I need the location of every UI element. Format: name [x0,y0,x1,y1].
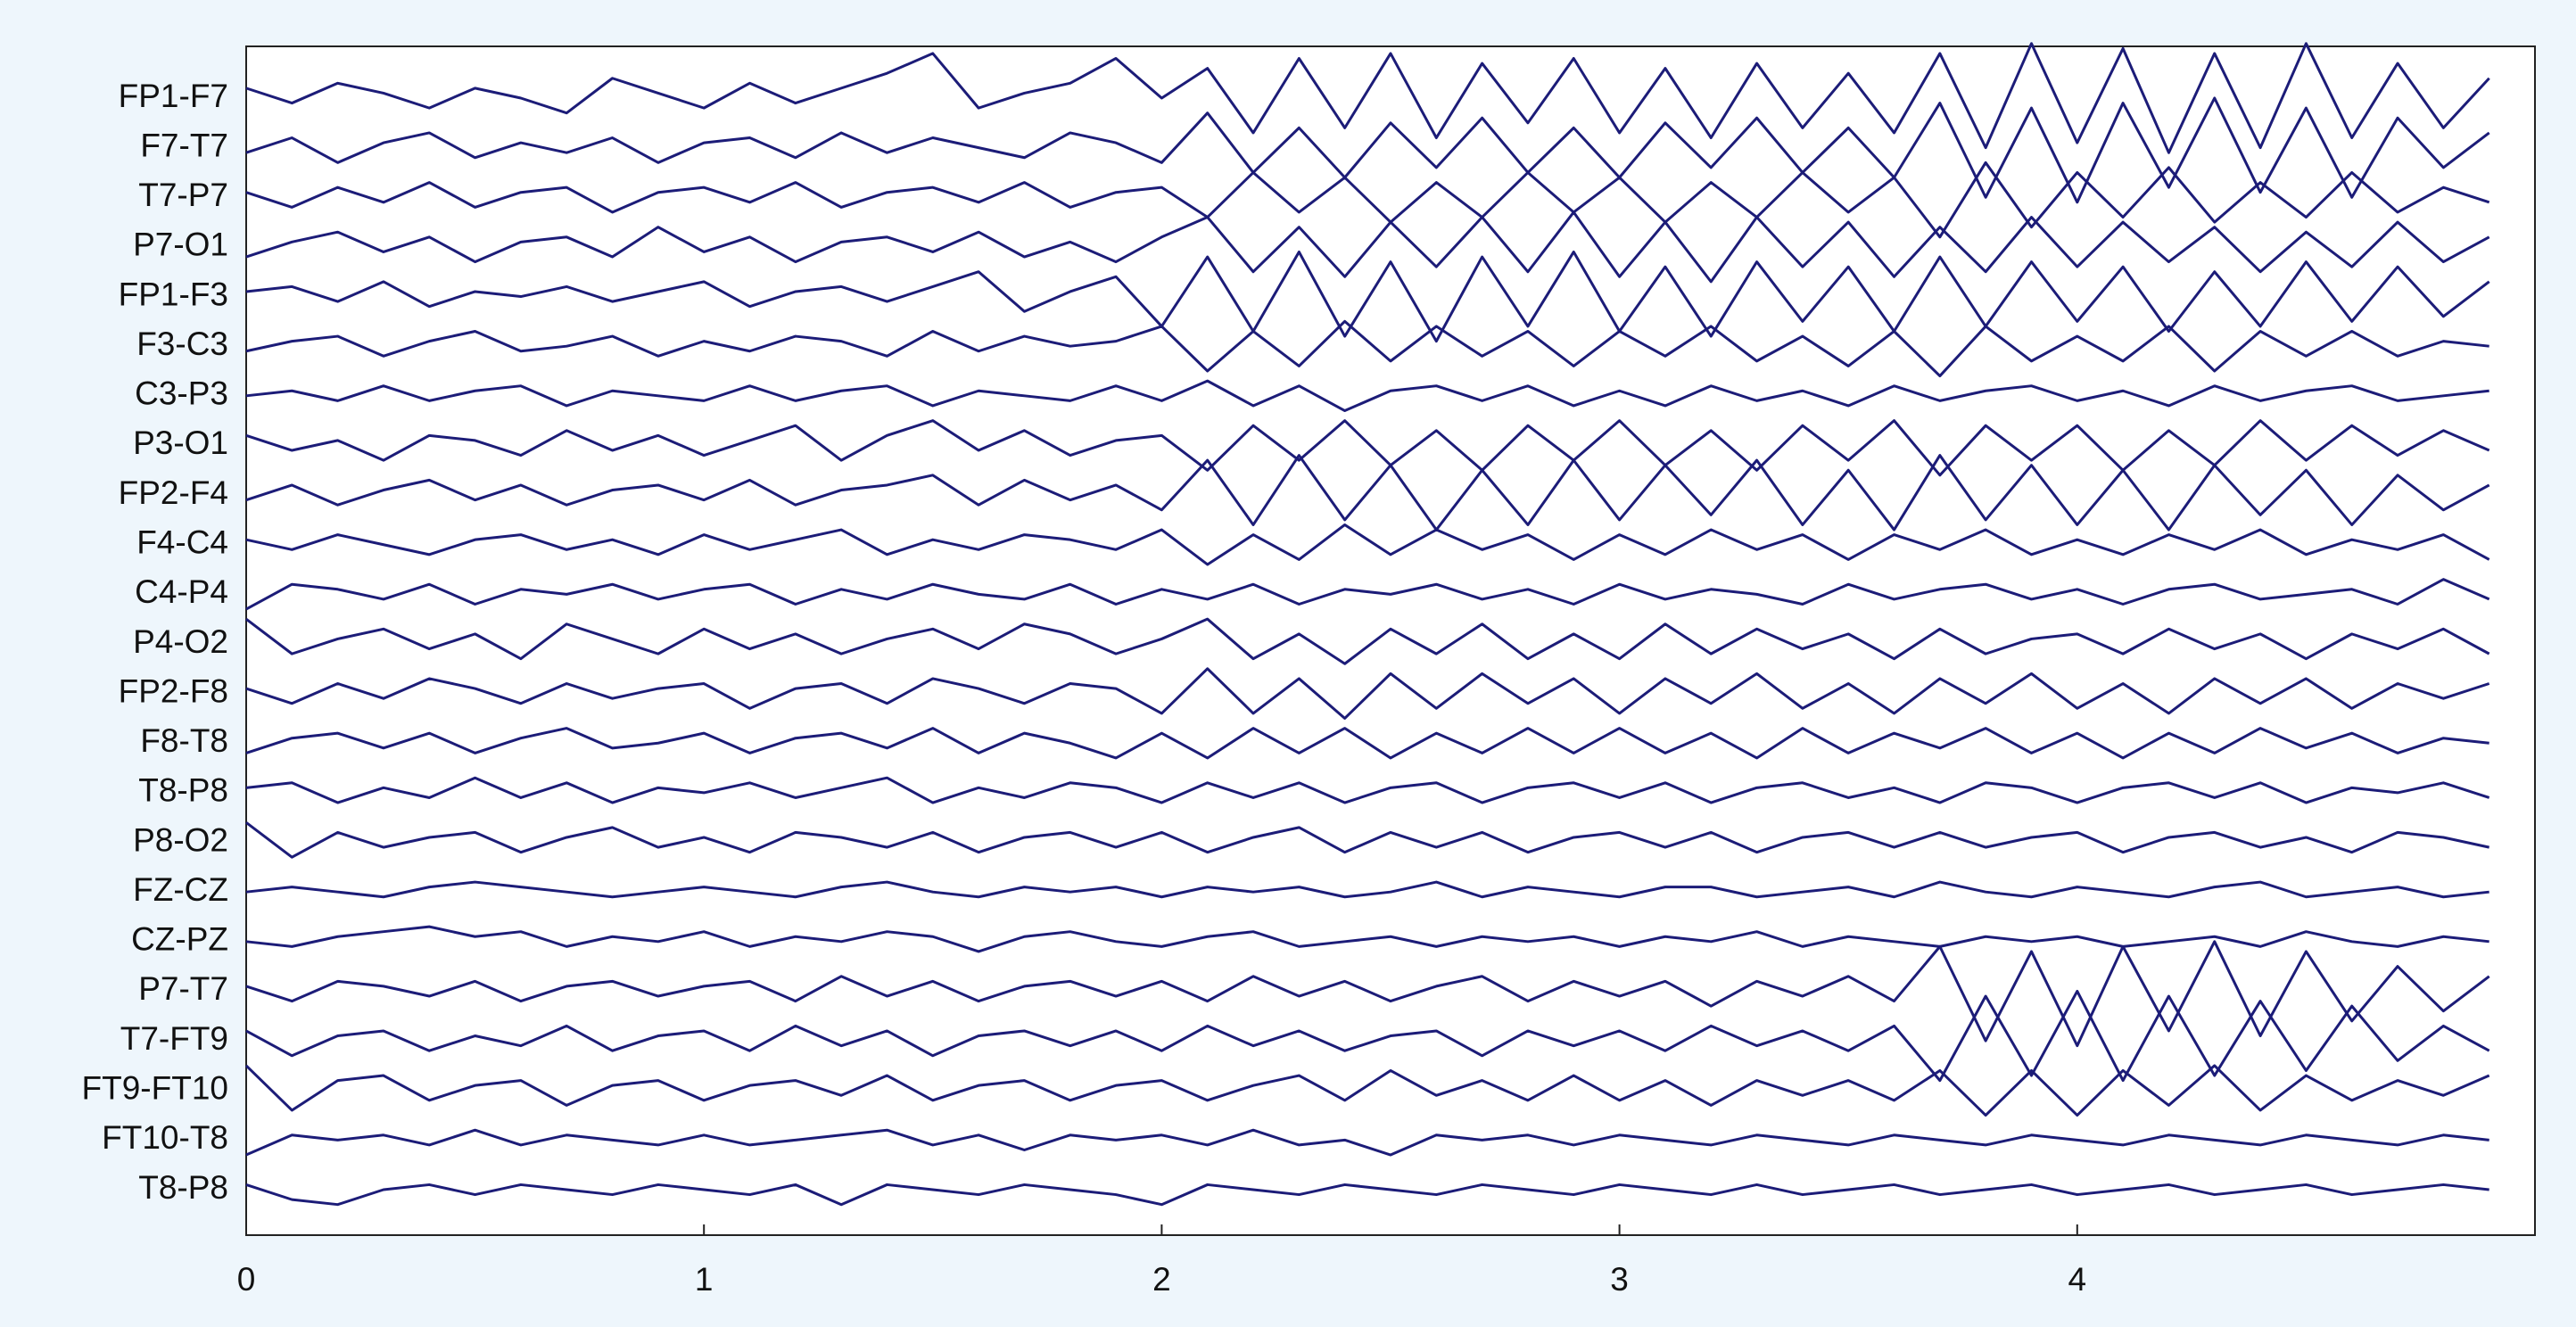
channel-label: T7-P7 [138,177,228,213]
eeg-trace [245,96,2490,204]
channel-label: T8-P8 [138,1169,228,1206]
eeg-trace [245,319,2489,378]
eeg-trace [245,880,2489,899]
plot-area [245,45,2536,1236]
eeg-trace [245,617,2490,665]
eeg-trace [244,1064,2490,1117]
eeg-trace [245,821,2489,859]
eeg-trace [245,42,2490,154]
channel-label: CZ-PZ [131,921,228,958]
eeg-trace [245,667,2490,720]
channel-label: C3-P3 [135,375,228,412]
eeg-trace [245,161,2490,239]
channel-label: P7-O1 [133,227,228,263]
eeg-trace [245,419,2490,477]
eeg-trace [245,727,2489,760]
channel-label: P7-T7 [138,970,228,1007]
channel-label: T8-P8 [138,772,228,809]
eeg-trace [245,989,2490,1083]
eeg-trace [245,578,2490,611]
channel-label: P3-O1 [133,424,228,461]
eeg-trace [245,925,2489,953]
channel-label: F7-T7 [140,127,228,163]
eeg-trace [245,210,2490,284]
eeg-trace [245,250,2490,343]
x-tick-label: 3 [1610,1261,1629,1298]
channel-label: F8-T8 [140,722,228,759]
x-tick-label: 2 [1152,1261,1171,1298]
channel-label: FP1-F3 [119,276,228,312]
eeg-trace [245,454,2490,532]
x-tick-label: 4 [2068,1261,2087,1298]
channel-label: F3-C3 [136,326,228,362]
channel-label: P8-O2 [133,821,228,858]
eeg-trace [245,776,2490,804]
channel-label: T7-FT9 [120,1020,228,1057]
eeg-trace [245,1128,2489,1157]
eeg-trace [245,940,2490,1048]
channel-label: FP1-F7 [119,78,228,114]
x-tick-label: 0 [237,1261,256,1298]
channel-label: FT9-FT10 [82,1070,228,1107]
channel-label: FT10-T8 [102,1119,228,1156]
x-tick-label: 1 [695,1261,714,1298]
eeg-trace [245,1183,2489,1207]
channel-label: FP2-F8 [119,672,228,709]
channel-label: FP2-F4 [119,474,228,511]
channel-label: P4-O2 [133,623,228,660]
eeg-trace [245,379,2489,413]
channel-label: F4-C4 [136,524,228,561]
channel-label: C4-P4 [135,573,228,610]
channel-label: FZ-CZ [133,871,228,908]
eeg-trace [245,523,2490,566]
